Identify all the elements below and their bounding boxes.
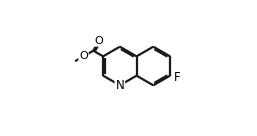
Text: N: N [115,79,124,92]
Text: O: O [79,51,88,61]
Text: O: O [95,36,103,46]
Text: F: F [174,72,181,84]
